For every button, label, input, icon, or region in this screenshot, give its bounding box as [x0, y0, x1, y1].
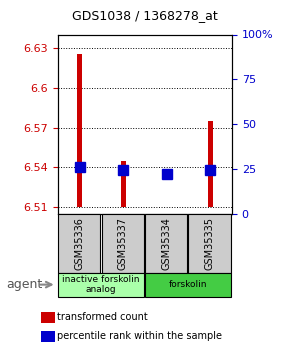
Text: percentile rank within the sample: percentile rank within the sample	[57, 331, 222, 341]
Text: GSM35335: GSM35335	[205, 217, 215, 270]
Text: inactive forskolin
analog: inactive forskolin analog	[62, 275, 140, 294]
Text: transformed count: transformed count	[57, 312, 147, 322]
Text: forskolin: forskolin	[169, 280, 207, 289]
Bar	[121, 161, 126, 207]
Text: GSM35336: GSM35336	[74, 217, 84, 270]
Text: GSM35334: GSM35334	[161, 217, 171, 270]
Bar	[208, 121, 213, 207]
Bar	[77, 55, 82, 207]
Text: GDS1038 / 1368278_at: GDS1038 / 1368278_at	[72, 9, 218, 22]
Text: GSM35337: GSM35337	[118, 217, 128, 270]
Text: agent: agent	[6, 278, 42, 291]
